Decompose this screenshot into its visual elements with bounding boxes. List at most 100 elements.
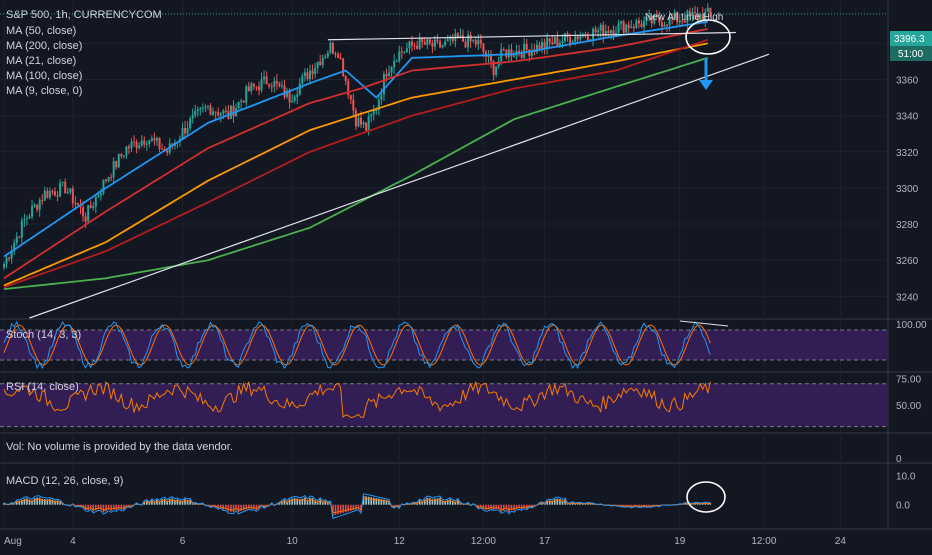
macd-histogram-bar [174,499,176,505]
macd-histogram-bar [219,504,222,508]
candle-body [502,49,505,51]
macd-histogram-bar [380,499,383,505]
macd-histogram-bar [235,504,237,510]
macd-histogram-bar [316,501,319,505]
candle-body [15,236,18,243]
candle-body [342,58,345,76]
candle-body [701,14,704,21]
candle-body [120,154,123,157]
macd-histogram-bar [452,500,454,505]
ma-line-ma9 [3,20,708,258]
ma-label-100[interactable]: MA (100, close) [6,70,82,82]
candle-body [71,188,74,204]
candle-body [329,42,332,53]
candle-body [426,39,429,45]
macd-histogram-bar [556,498,559,505]
stoch-label[interactable]: Stoch (14, 3, 3) [6,329,81,341]
candle-body [184,127,187,134]
macd-histogram-bar [564,499,566,505]
candle-body [678,20,681,23]
macd-histogram-bar [168,498,171,505]
macd-histogram-bar [650,504,653,507]
candle-body [298,83,301,95]
macd-histogram-bar [33,498,36,505]
candle-body [594,28,597,33]
candle-body [334,53,337,55]
ma-label-9[interactable]: MA (9, close, 0) [6,85,82,97]
candle-body [316,61,319,68]
rsi-label[interactable]: RSI (14, close) [6,381,79,393]
candle-body [706,7,709,12]
candle-body [405,48,408,52]
candle-body [548,38,551,42]
macd-histogram-bar [115,504,117,510]
candle-body [204,106,207,108]
candle-body [607,31,610,34]
candle-body [362,122,365,125]
macd-histogram-bar [281,501,283,505]
candle-body [431,43,434,47]
candle-body [5,257,8,264]
candle-body [413,45,416,47]
macd-histogram-bar [510,504,513,510]
candle-body [617,23,620,33]
candle-body [278,83,281,87]
price-tick-label: 3300 [896,184,919,195]
macd-histogram-bar [505,504,508,510]
candle-body [579,36,582,40]
candle-body [59,182,62,197]
candle-body [668,16,671,26]
candle-body [148,140,151,144]
macd-label[interactable]: MACD (12, 26, close, 9) [6,475,123,487]
candle-body [140,140,143,146]
macd-histogram-bar [59,501,61,505]
macd-histogram-bar [630,504,633,508]
candle-body [41,200,44,202]
candle-body [428,39,431,44]
ma-label-200[interactable]: MA (200, close) [6,40,82,52]
candle-body [464,41,467,48]
candle-body [117,154,120,168]
macd-histogram-bar [393,504,395,508]
macd-histogram-bar [128,504,130,507]
macd-histogram-bar [449,499,452,505]
candle-body [283,85,286,97]
macd-histogram-bar [398,504,401,508]
macd-histogram-bar [339,504,342,514]
candle-body [51,191,54,193]
candle-body [64,181,67,194]
candle-body [296,94,299,97]
time-tick-label: 12:00 [751,536,776,547]
candle-body [439,41,442,48]
macd-histogram-bar [344,504,347,513]
candle-body [643,20,646,28]
candle-body [495,66,498,76]
macd-histogram-bar [240,504,242,511]
macd-histogram-bar [365,496,367,505]
candle-body [467,34,470,48]
candle-body [69,188,72,193]
candle-body [525,43,528,50]
macd-histogram-bar [441,500,444,505]
ma-label-21[interactable]: MA (21, close) [6,55,76,67]
macd-histogram-bar [15,500,18,505]
macd-histogram-bar [492,504,495,510]
macd-histogram-bar [253,504,255,509]
candle-body [492,61,495,76]
macd-histogram-bar [54,500,56,505]
candle-body [535,44,538,53]
ma-label-50[interactable]: MA (50, close) [6,25,76,37]
candle-body [286,90,289,97]
candle-body [288,90,291,103]
candle-body [688,11,691,15]
candle-body [229,105,232,120]
candle-body [691,12,694,15]
macd-histogram-bar [120,504,123,510]
candle-body [189,118,192,128]
candle-body [694,12,697,14]
candle-body [186,127,189,134]
candle-body [462,35,464,42]
candle-body [403,51,406,53]
